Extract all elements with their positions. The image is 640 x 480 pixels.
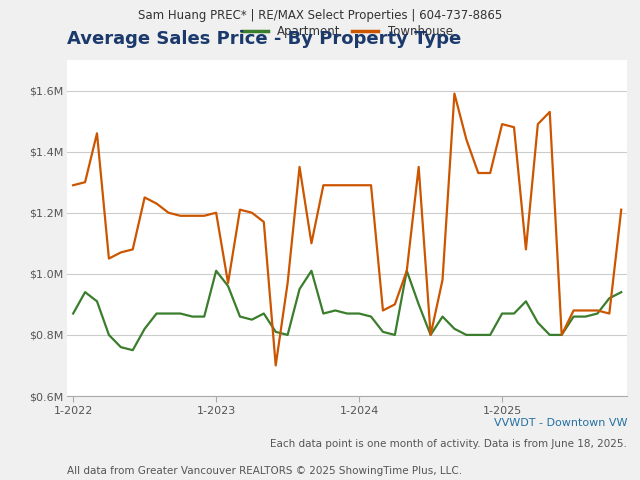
Text: All data from Greater Vancouver REALTORS © 2025 ShowingTime Plus, LLC.: All data from Greater Vancouver REALTORS… [67,466,462,476]
Legend: Apartment, Townhouse: Apartment, Townhouse [237,21,458,43]
Text: Average Sales Price - By Property Type: Average Sales Price - By Property Type [67,30,461,48]
Text: Sam Huang PREC* | RE/MAX Select Properties | 604-737-8865: Sam Huang PREC* | RE/MAX Select Properti… [138,9,502,22]
Text: VVWDT - Downtown VW: VVWDT - Downtown VW [493,418,627,428]
Text: Each data point is one month of activity. Data is from June 18, 2025.: Each data point is one month of activity… [270,439,627,449]
